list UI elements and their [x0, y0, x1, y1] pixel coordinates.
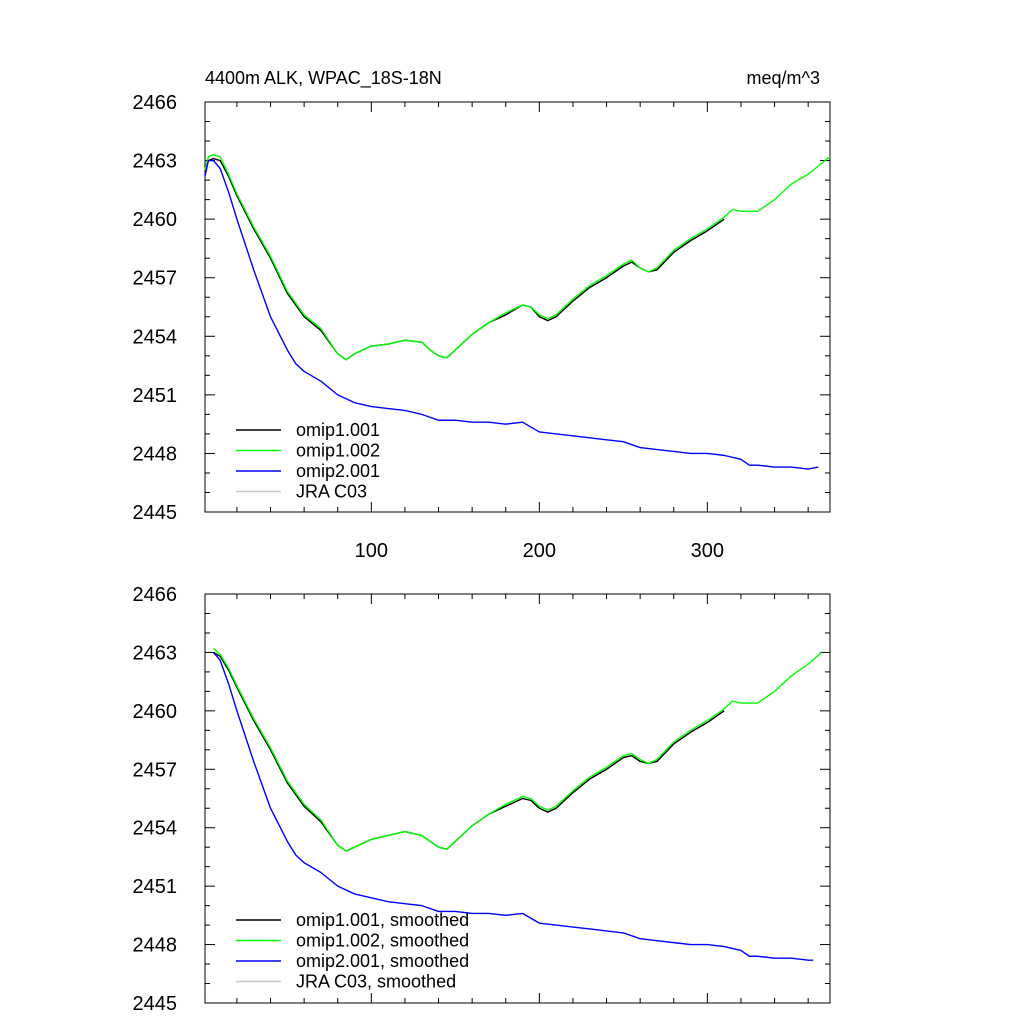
- y-tick-label: 2445: [133, 993, 178, 1015]
- y-tick-label: 2466: [133, 92, 178, 114]
- series-line-omip2-001-smoothed: [212, 651, 814, 961]
- y-tick-label: 2463: [133, 642, 178, 664]
- plot-frame: [204, 101, 831, 513]
- legend-label: omip2.001: [296, 461, 380, 481]
- y-tick-label: 2445: [133, 502, 178, 524]
- y-tick-label: 2460: [133, 209, 178, 231]
- legend-label: omip2.001, smoothed: [296, 951, 469, 971]
- legend-label: omip1.001, smoothed: [296, 910, 469, 930]
- y-tick-label: 2457: [133, 268, 178, 290]
- series-line-omip1-002: [204, 154, 831, 361]
- y-tick-label: 2466: [133, 584, 178, 606]
- y-tick-label: 2454: [133, 326, 178, 348]
- y-tick-label: 2457: [133, 759, 178, 781]
- y-tick-label: 2454: [133, 818, 178, 840]
- x-tick-label: 100: [355, 540, 388, 562]
- series-line-omip1-002-smoothed: [212, 648, 823, 852]
- y-tick-label: 2448: [133, 935, 178, 957]
- y-tick-label: 2463: [133, 151, 178, 173]
- y-tick-label: 2448: [133, 443, 178, 465]
- legend-label: omip1.002, smoothed: [296, 931, 469, 951]
- series-line-omip2-001: [204, 159, 819, 470]
- legend-label: omip1.001: [296, 420, 380, 440]
- series-line-omip1-001-smoothed: [213, 651, 725, 852]
- legend-label: omip1.002: [296, 441, 380, 461]
- x-tick-label: 300: [691, 540, 724, 562]
- chart-title: 4400m ALK, WPAC_18S-18N: [205, 68, 442, 89]
- plot-frame: [204, 593, 831, 1004]
- legend-label: JRA C03, smoothed: [296, 972, 456, 992]
- units-label: meq/m^3: [747, 68, 820, 88]
- y-tick-label: 2460: [133, 701, 178, 723]
- bottom-panel: 2445 2448 2451 2454 2457 2460 2463 2466 omip1.00…: [133, 584, 831, 1015]
- top-panel: 2445 2448 2451 2454 2457 2460 2463 2466 100 200 30…: [133, 68, 831, 562]
- legend-label: JRA C03: [296, 482, 367, 502]
- y-tick-label: 2451: [133, 876, 178, 898]
- x-tick-label: 200: [523, 540, 556, 562]
- series-line-omip1-001: [204, 157, 725, 361]
- y-tick-label: 2451: [133, 385, 178, 407]
